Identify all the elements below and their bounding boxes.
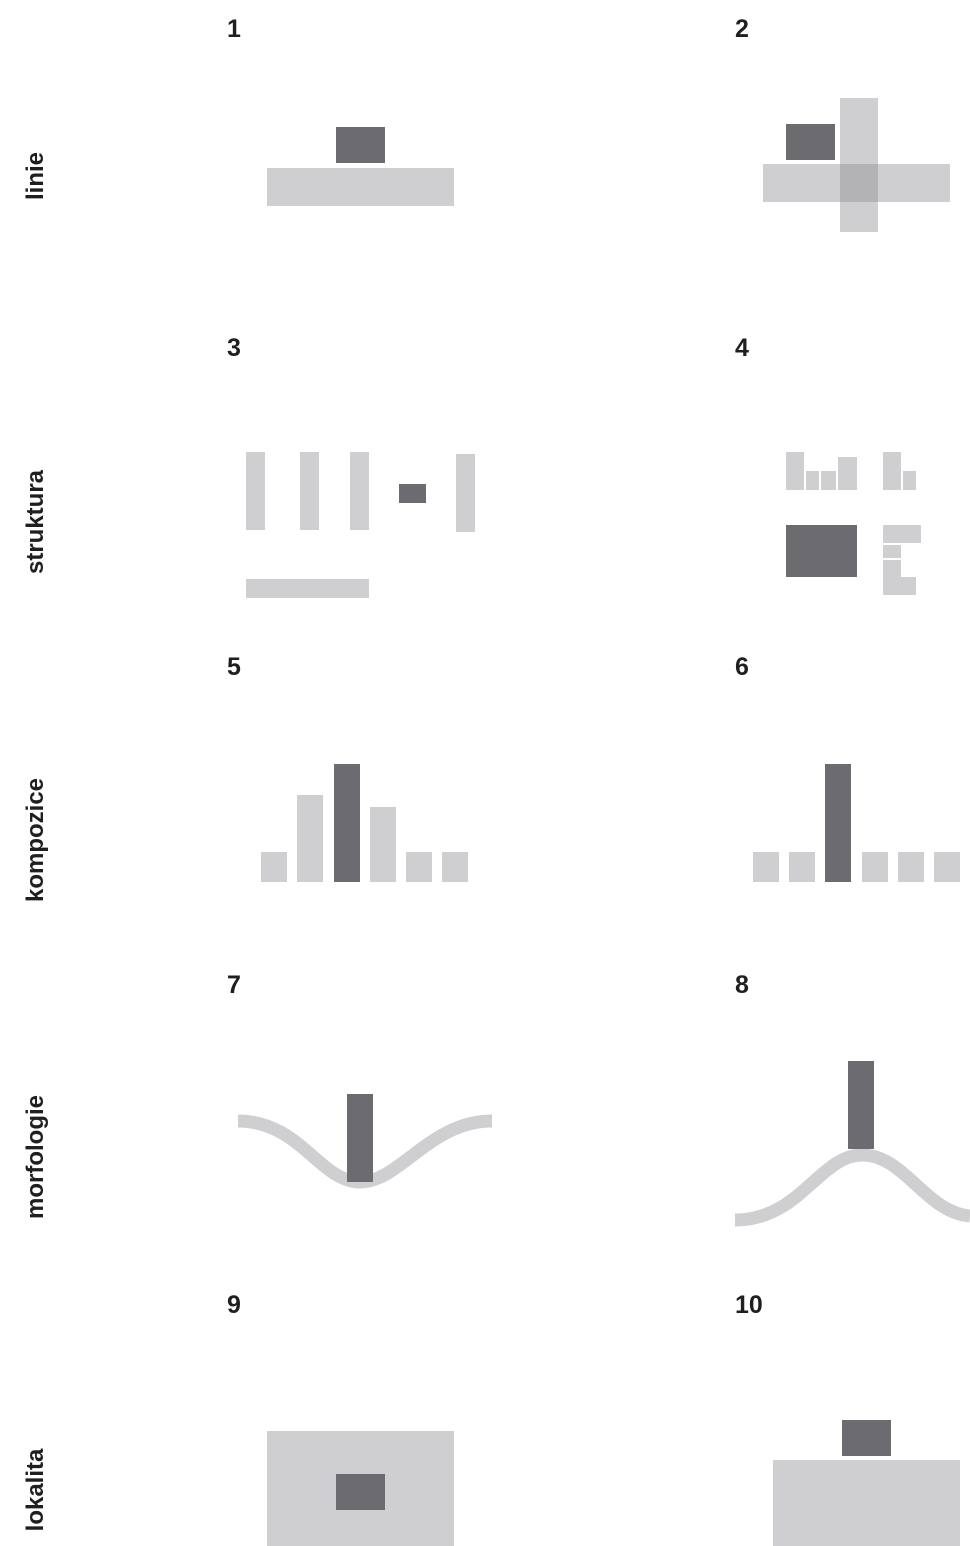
bar bbox=[442, 852, 468, 882]
panel-number-6: 6 bbox=[735, 653, 749, 681]
building-block bbox=[842, 1420, 891, 1456]
dominant-bar bbox=[825, 764, 851, 882]
building-block bbox=[336, 127, 385, 163]
bar bbox=[261, 852, 287, 882]
base-bar bbox=[246, 579, 369, 598]
building-block bbox=[399, 484, 426, 503]
block bbox=[821, 471, 836, 490]
bar bbox=[350, 452, 369, 530]
block bbox=[883, 452, 901, 490]
bar bbox=[297, 795, 323, 882]
panel-number-10: 10 bbox=[735, 1291, 763, 1319]
dominant-bar bbox=[334, 764, 360, 882]
building-block bbox=[336, 1474, 385, 1510]
block bbox=[883, 545, 901, 558]
panel-number-2: 2 bbox=[735, 15, 749, 43]
bar bbox=[789, 852, 815, 882]
block bbox=[786, 452, 804, 490]
tower-block bbox=[347, 1094, 373, 1182]
bar bbox=[753, 852, 779, 882]
panel-number-3: 3 bbox=[227, 334, 241, 362]
panel-number-9: 9 bbox=[227, 1291, 241, 1319]
area-field bbox=[773, 1460, 960, 1546]
base-bar bbox=[267, 168, 454, 206]
panel-number-1: 1 bbox=[227, 15, 241, 43]
panel-number-5: 5 bbox=[227, 653, 241, 681]
block bbox=[883, 525, 921, 543]
bar bbox=[246, 452, 265, 530]
bar bbox=[300, 452, 319, 530]
panel-number-7: 7 bbox=[227, 971, 241, 999]
panel-number-8: 8 bbox=[735, 971, 749, 999]
building-block bbox=[786, 124, 835, 160]
block bbox=[838, 457, 857, 490]
bar bbox=[370, 807, 396, 882]
bar bbox=[934, 852, 960, 882]
building-block bbox=[786, 525, 857, 577]
block bbox=[883, 560, 901, 595]
block bbox=[806, 471, 819, 490]
block bbox=[901, 577, 916, 595]
bar bbox=[406, 852, 432, 882]
crossing-overlap bbox=[840, 164, 878, 202]
bar bbox=[862, 852, 888, 882]
bar bbox=[456, 454, 475, 532]
bar bbox=[898, 852, 924, 882]
terrain-hill-line bbox=[734, 1148, 970, 1227]
block bbox=[903, 471, 916, 490]
panel-number-4: 4 bbox=[735, 334, 749, 362]
tower-block bbox=[848, 1061, 874, 1149]
